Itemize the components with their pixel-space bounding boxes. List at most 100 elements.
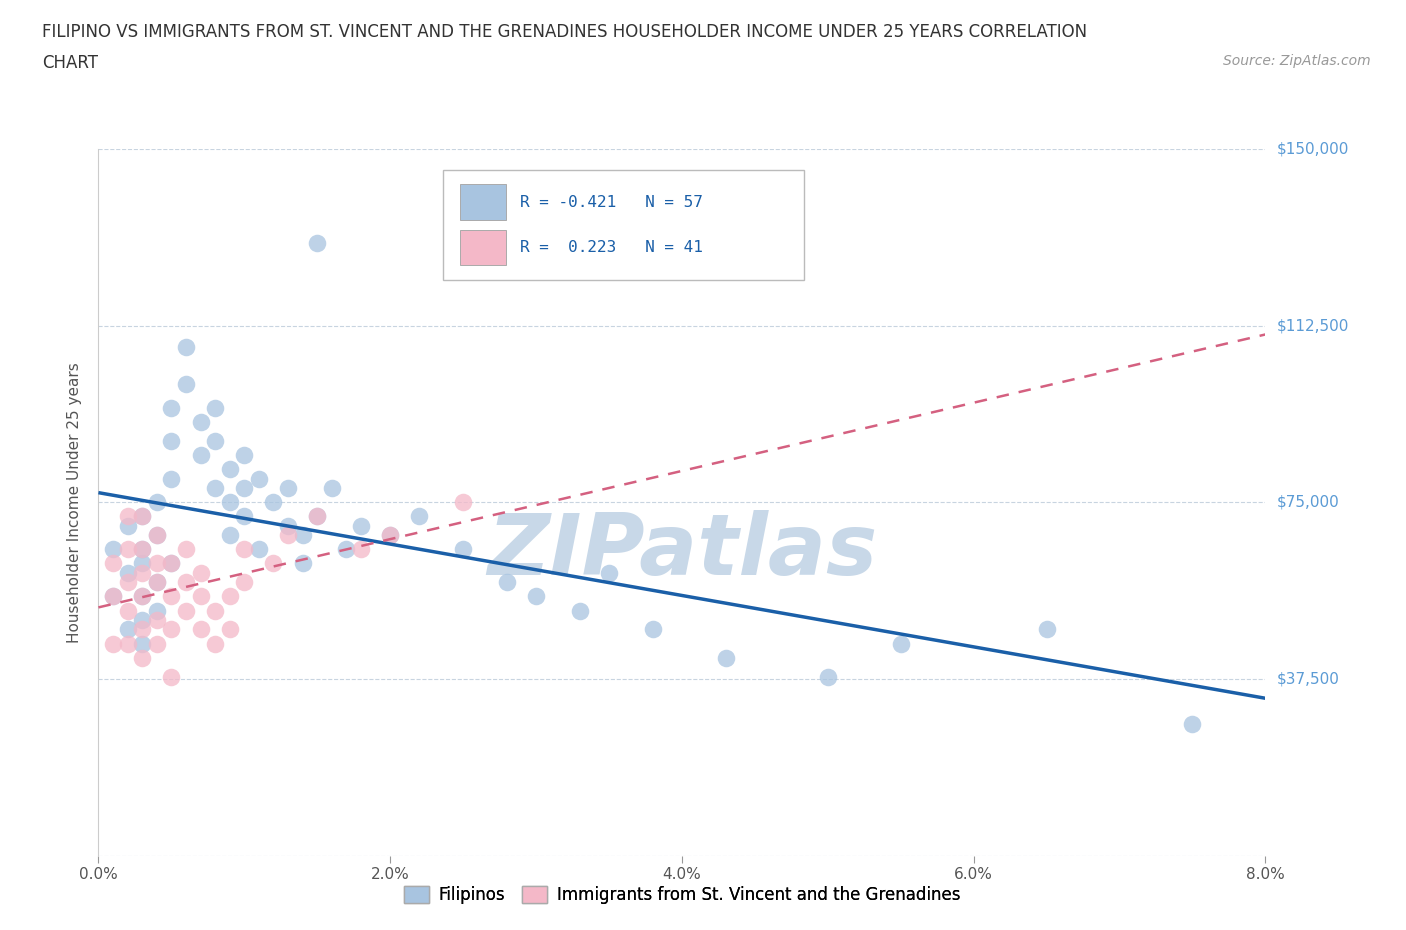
Point: [1181, 716, 1204, 731]
Point: [817, 669, 839, 684]
Point: [524, 589, 547, 604]
Point: [131, 542, 153, 557]
Text: $112,500: $112,500: [1277, 318, 1348, 333]
Point: [160, 433, 183, 448]
Point: [321, 481, 343, 496]
Point: [160, 669, 183, 684]
FancyBboxPatch shape: [443, 170, 804, 280]
Point: [451, 495, 474, 510]
Text: $150,000: $150,000: [1277, 141, 1348, 156]
Point: [307, 509, 329, 524]
Point: [335, 542, 357, 557]
Point: [160, 622, 183, 637]
Point: [160, 401, 183, 416]
Point: [204, 604, 226, 618]
Point: [117, 575, 139, 590]
Point: [277, 481, 299, 496]
Legend: Filipinos, Immigrants from St. Vincent and the Grenadines: Filipinos, Immigrants from St. Vincent a…: [396, 880, 967, 910]
Text: FILIPINO VS IMMIGRANTS FROM ST. VINCENT AND THE GRENADINES HOUSEHOLDER INCOME UN: FILIPINO VS IMMIGRANTS FROM ST. VINCENT …: [42, 23, 1087, 41]
Point: [218, 495, 240, 510]
Text: ZIPatlas: ZIPatlas: [486, 511, 877, 593]
Point: [146, 527, 169, 542]
Point: [174, 604, 197, 618]
Point: [1035, 622, 1057, 637]
Point: [247, 472, 270, 486]
Point: [131, 613, 153, 628]
Point: [233, 509, 256, 524]
Point: [131, 589, 153, 604]
Point: [131, 565, 153, 580]
Point: [146, 495, 169, 510]
Point: [277, 518, 299, 533]
Point: [218, 589, 240, 604]
Point: [277, 527, 299, 542]
Point: [146, 527, 169, 542]
Point: [190, 415, 212, 430]
Point: [101, 636, 124, 651]
Point: [233, 542, 256, 557]
Point: [117, 565, 139, 580]
Point: [204, 433, 226, 448]
Point: [117, 509, 139, 524]
Text: R =  0.223   N = 41: R = 0.223 N = 41: [520, 240, 703, 255]
Point: [131, 509, 153, 524]
Point: [101, 542, 124, 557]
Point: [101, 556, 124, 571]
Point: [146, 613, 169, 628]
Point: [641, 622, 664, 637]
Point: [131, 650, 153, 665]
Point: [451, 542, 474, 557]
Point: [146, 604, 169, 618]
Point: [291, 556, 314, 571]
Point: [190, 565, 212, 580]
Point: [247, 542, 270, 557]
Point: [174, 542, 197, 557]
Point: [131, 622, 153, 637]
Point: [218, 462, 240, 477]
Point: [146, 575, 169, 590]
Point: [117, 542, 139, 557]
Point: [496, 575, 519, 590]
Point: [568, 604, 591, 618]
Point: [204, 481, 226, 496]
Point: [350, 542, 373, 557]
FancyBboxPatch shape: [460, 230, 506, 265]
Point: [146, 636, 169, 651]
Point: [131, 509, 153, 524]
Point: [350, 518, 373, 533]
Point: [190, 622, 212, 637]
Point: [218, 622, 240, 637]
Point: [131, 542, 153, 557]
Point: [174, 575, 197, 590]
Point: [146, 575, 169, 590]
Point: [146, 556, 169, 571]
Point: [160, 556, 183, 571]
Point: [307, 509, 329, 524]
Point: [291, 527, 314, 542]
Point: [117, 518, 139, 533]
Text: R = -0.421   N = 57: R = -0.421 N = 57: [520, 194, 703, 210]
Point: [174, 339, 197, 354]
Point: [190, 447, 212, 462]
Point: [174, 377, 197, 392]
Text: Source: ZipAtlas.com: Source: ZipAtlas.com: [1223, 54, 1371, 68]
Point: [262, 495, 284, 510]
Point: [233, 447, 256, 462]
Point: [598, 565, 620, 580]
Point: [101, 589, 124, 604]
Text: CHART: CHART: [42, 54, 98, 72]
Point: [714, 650, 737, 665]
Point: [160, 472, 183, 486]
Y-axis label: Householder Income Under 25 years: Householder Income Under 25 years: [67, 362, 83, 643]
Point: [131, 636, 153, 651]
Point: [204, 636, 226, 651]
Point: [262, 556, 284, 571]
Point: [408, 509, 430, 524]
Point: [233, 575, 256, 590]
Point: [117, 604, 139, 618]
Point: [190, 589, 212, 604]
Text: $75,000: $75,000: [1277, 495, 1340, 510]
Point: [160, 589, 183, 604]
Point: [117, 636, 139, 651]
Point: [131, 589, 153, 604]
